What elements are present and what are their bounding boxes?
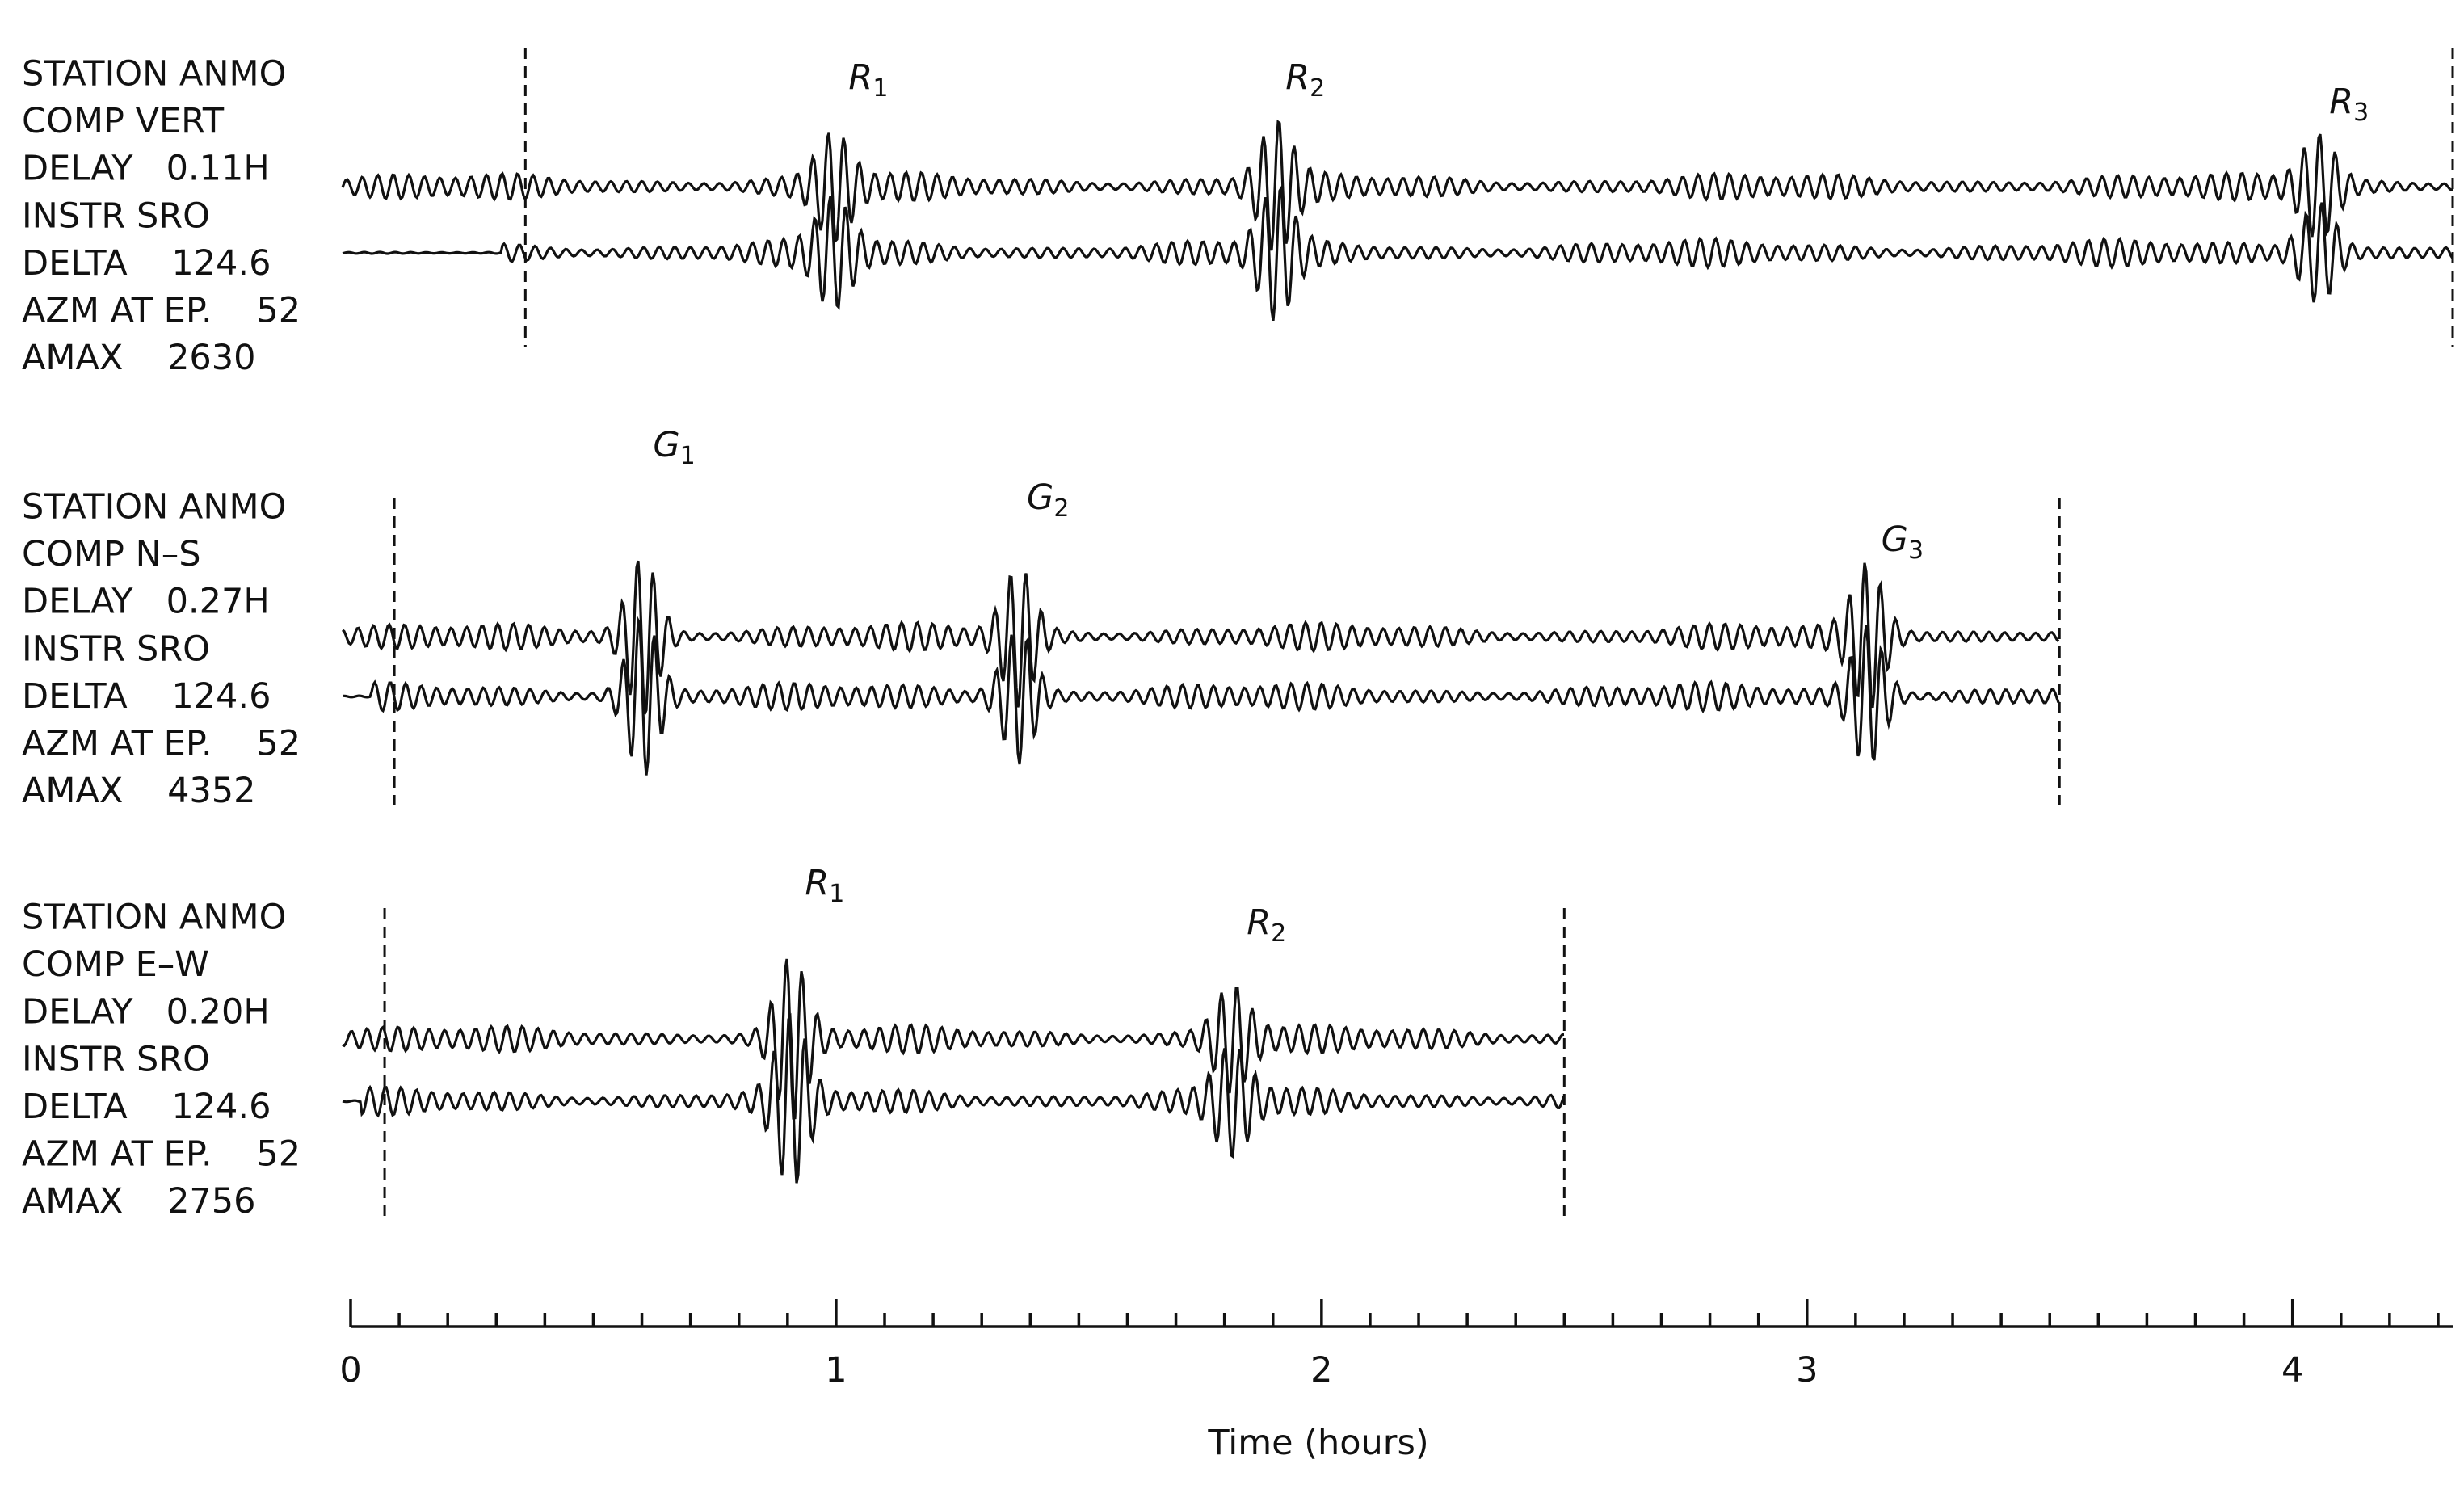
panel: STATION ANMO COMP N–S DELAY 0.27H INSTR SRO… (22, 425, 2061, 811)
station-info: DELAY 0.11H (22, 149, 270, 189)
phase-label: R1 (848, 57, 888, 103)
station-info: AZM AT EP. 52 (22, 724, 301, 764)
phase-label: G1 (653, 425, 695, 470)
station-info: COMP E–W (22, 944, 209, 985)
phase-label: R1 (805, 863, 844, 908)
station-info: COMP VERT (22, 101, 225, 141)
phase-name: R (805, 863, 829, 903)
phase-name: G (1882, 519, 1908, 560)
tick-label: 2 (1310, 1350, 1332, 1390)
station-info: INSTR SRO (22, 1039, 210, 1079)
station-info: COMP N–S (22, 534, 201, 574)
waveform (341, 560, 2060, 715)
phase-label: R2 (1247, 902, 1286, 948)
station-info: AZM AT EP. 52 (22, 1134, 301, 1175)
waveform (342, 958, 1565, 1120)
station-info: STATION ANMO (22, 898, 286, 938)
station-info: INSTR SRO (22, 629, 210, 669)
waveform (342, 1012, 1566, 1184)
station-info: DELTA 124.6 (22, 243, 271, 284)
station-info: AMAX 2756 (22, 1181, 256, 1222)
tick-label: 0 (339, 1350, 361, 1390)
phase-name: R (2329, 82, 2353, 122)
waveform (342, 183, 2454, 322)
panel: STATION ANMO COMP E–W DELAY 0.20H INSTR SRO… (22, 863, 1566, 1222)
phase-name: R (848, 57, 872, 98)
waveform (341, 119, 2453, 251)
tick-label: 3 (1796, 1350, 1818, 1390)
phase-name: G (1027, 477, 1053, 518)
station-info: AZM AT EP. 52 (22, 291, 301, 331)
phase-label: R3 (2329, 82, 2369, 127)
phase-subscript: 2 (1271, 919, 1286, 948)
station-info: DELTA 124.6 (22, 1087, 271, 1127)
waveform (343, 616, 2060, 776)
phase-subscript: 1 (872, 74, 888, 103)
phase-name: G (653, 425, 679, 465)
phase-name: R (1285, 57, 1310, 98)
station-info: DELAY 0.27H (22, 582, 270, 622)
phase-subscript: 1 (829, 880, 844, 908)
station-info: STATION ANMO (22, 54, 286, 95)
phase-label: R2 (1285, 57, 1325, 103)
station-info: INSTR SRO (22, 196, 210, 236)
phase-label: G2 (1027, 477, 1069, 523)
station-info: STATION ANMO (22, 487, 286, 528)
station-info: AMAX 4352 (22, 771, 256, 811)
axis-title: Time (hours) (1207, 1423, 1428, 1463)
tick-label: 4 (2281, 1350, 2303, 1390)
phase-subscript: 2 (1310, 74, 1325, 103)
station-info: DELAY 0.20H (22, 992, 270, 1033)
tick-label: 1 (825, 1350, 847, 1390)
phase-subscript: 3 (2353, 99, 2369, 127)
phase-subscript: 3 (1908, 536, 1924, 565)
phase-name: R (1247, 902, 1271, 943)
station-info: AMAX 2630 (22, 338, 256, 378)
phase-subscript: 1 (680, 442, 696, 470)
phase-subscript: 2 (1053, 494, 1069, 523)
station-info: DELTA 124.6 (22, 676, 271, 717)
panel: STATION ANMO COMP VERT DELAY 0.11H INSTR SR… (22, 48, 2454, 378)
phase-label: G3 (1882, 519, 1924, 565)
